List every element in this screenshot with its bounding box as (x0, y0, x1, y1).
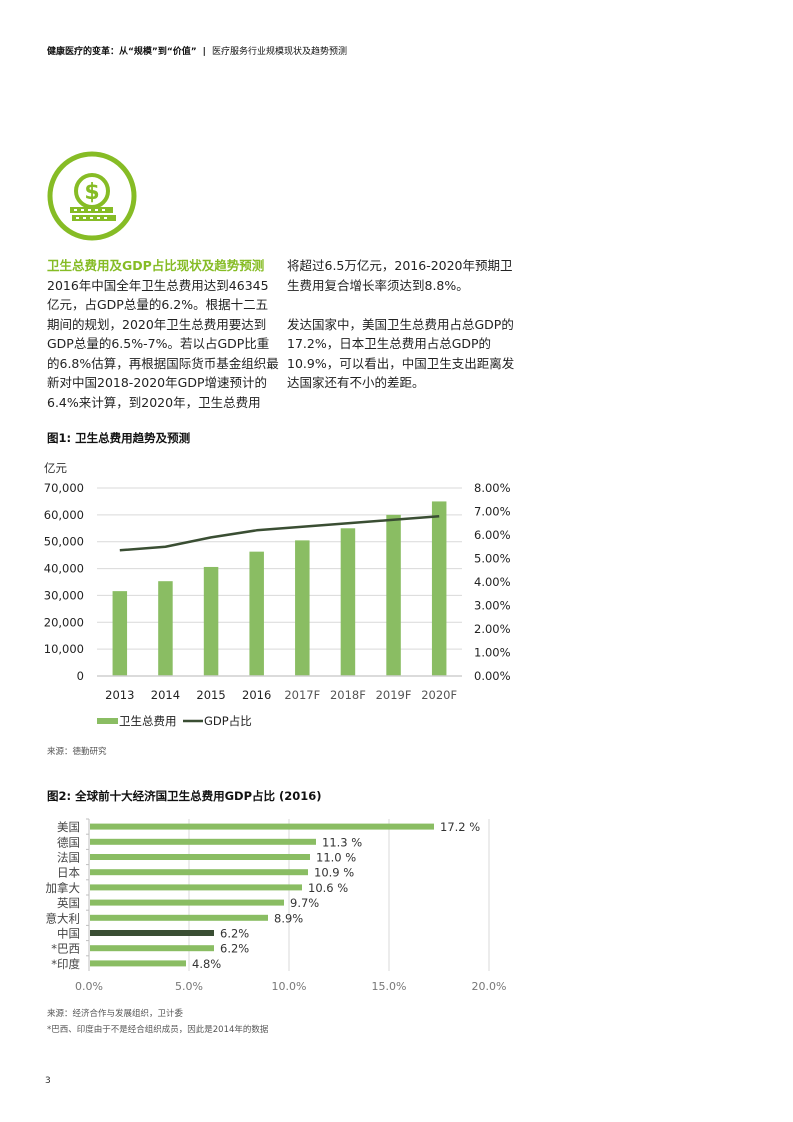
value-label: 8.9% (274, 911, 303, 925)
x-tick-label: 2016 (242, 688, 271, 702)
figure2-footnote: *巴西、印度由于不是经合组织成员，因此是2014年的数据 (47, 1025, 269, 1035)
category-label: 英国 (57, 896, 80, 910)
y2-tick-label: 8.00% (474, 481, 511, 495)
legend-bar-swatch (97, 718, 118, 724)
bar (90, 914, 268, 921)
category-label: *巴西 (51, 942, 80, 956)
bar (295, 540, 310, 676)
bar (90, 930, 214, 936)
right-column: 将超过6.5万亿元，2016-2020年预期卫生费用复合增长率须达到8.8%。 … (287, 256, 517, 393)
value-label: 4.8% (192, 957, 221, 971)
y-tick-label: 10,000 (44, 642, 84, 656)
bar (90, 823, 434, 830)
bar (90, 945, 214, 952)
figure2-chart: 0.0% 5.0% 10.0% 15.0% 20.0% 美国 17.2 % 德国 11.3 % 法… (46, 818, 507, 993)
header-subtitle: 医疗服务行业规模现状及趋势预测 (211, 47, 347, 57)
svg-text:$: $ (84, 180, 99, 205)
figure1-title: 图1: 卫生总费用趋势及预测 (47, 431, 191, 445)
figure1-source: 来源：德勤研究 (47, 747, 107, 757)
y-tick-label: 60,000 (44, 508, 84, 522)
header-title: 健康医疗的变革：从“规模”到“价值” (47, 47, 197, 57)
value-label: 11.0 % (316, 851, 356, 865)
category-label: 意大利 (46, 911, 81, 925)
x-tick-label: 5.0% (175, 980, 203, 993)
bar (90, 899, 284, 906)
x-tick-label: 2019F (376, 688, 412, 702)
y2-tick-label: 1.00% (474, 646, 511, 660)
bar (249, 551, 264, 676)
x-tick-label: 2017F (284, 688, 320, 702)
page-header: 健康医疗的变革：从“规模”到“价值” | 医疗服务行业规模现状及趋势预测 (47, 44, 347, 57)
bar (90, 838, 316, 845)
category-label: 法国 (57, 851, 80, 865)
value-label: 6.2% (220, 927, 249, 941)
bar (112, 591, 128, 676)
y2-tick-label: 0.00% (474, 669, 511, 683)
gdp-line (119, 514, 440, 552)
y-tick-label: 70,000 (44, 481, 84, 495)
y2-tick-label: 5.00% (474, 552, 511, 566)
y2-tick-label: 4.00% (474, 575, 511, 589)
x-tick-label: 2015 (196, 688, 225, 702)
value-label: 6.2% (220, 942, 249, 956)
y2-tick-label: 7.00% (474, 505, 511, 519)
dollar-coin-stack-icon: $ (47, 151, 137, 241)
bar (90, 884, 302, 891)
category-label: *印度 (51, 957, 80, 971)
x-tick-label: 2013 (105, 688, 134, 702)
value-label: 11.3 % (322, 835, 362, 849)
section-heading: 卫生总费用及GDP占比现状及趋势预测 (47, 258, 265, 273)
bar (203, 566, 219, 676)
x-tick-label: 2018F (330, 688, 366, 702)
x-tick-label: 10.0% (272, 980, 307, 993)
y-tick-label: 0 (77, 669, 84, 683)
legend-bar-label: 卫生总费用 (119, 714, 177, 728)
header-separator: | (202, 47, 206, 57)
y-tick-label: 30,000 (44, 588, 84, 602)
value-label: 17.2 % (440, 820, 480, 834)
figure1-chart: 亿元 0 10,000 20,000 30,000 40,000 50,000 60,000 7… (44, 461, 511, 728)
category-label: 德国 (57, 835, 80, 849)
x-tick-label: 2020F (421, 688, 457, 702)
figure2-source: 来源：经济合作与发展组织，卫计委 (47, 1009, 184, 1019)
x-tick-label: 2014 (151, 688, 180, 702)
category-label: 加拿大 (46, 881, 81, 895)
bar (431, 501, 447, 676)
value-label: 9.7% (290, 896, 319, 910)
right-paragraph-2: 发达国家中，美国卫生总费用占总GDP的17.2%，日本卫生总费用占总GDP的10… (287, 316, 515, 391)
bar (90, 854, 310, 860)
value-label: 10.9 % (314, 866, 354, 880)
value-label: 10.6 % (308, 881, 348, 895)
bar (386, 514, 401, 676)
y-tick-label: 40,000 (44, 562, 84, 576)
y-tick-label: 50,000 (44, 535, 84, 549)
figure2-title: 图2: 全球前十大经济国卫生总费用GDP占比 (2016) (47, 789, 322, 803)
x-tick-label: 20.0% (472, 980, 507, 993)
left-paragraph: 2016年中国全年卫生总费用达到46345亿元，占GDP总量的6.2%。根据十二… (47, 277, 279, 410)
y2-tick-label: 3.00% (474, 599, 511, 613)
category-label: 日本 (57, 866, 80, 880)
bar (340, 528, 356, 676)
bar (90, 869, 308, 876)
bar (158, 581, 173, 676)
page-number: 3 (45, 1076, 51, 1086)
left-column: 卫生总费用及GDP占比现状及趋势预测 2016年中国全年卫生总费用达到46345… (47, 256, 279, 412)
y-axis-label: 亿元 (44, 461, 67, 475)
x-tick-label: 0.0% (75, 980, 103, 993)
category-label: 中国 (57, 927, 80, 941)
y2-tick-label: 6.00% (474, 528, 511, 542)
right-paragraph-1: 将超过6.5万亿元，2016-2020年预期卫生费用复合增长率须达到8.8%。 (287, 258, 513, 293)
y-tick-label: 20,000 (44, 615, 84, 629)
bar (90, 960, 186, 967)
x-tick-label: 15.0% (372, 980, 407, 993)
y2-tick-label: 2.00% (474, 622, 511, 636)
category-label: 美国 (57, 820, 80, 834)
legend-line-label: GDP占比 (204, 714, 252, 728)
